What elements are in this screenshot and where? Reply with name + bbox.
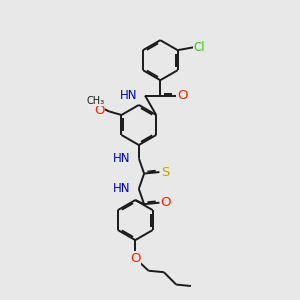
Text: CH₃: CH₃ bbox=[87, 95, 105, 106]
Text: HN: HN bbox=[113, 182, 130, 195]
Text: HN: HN bbox=[113, 152, 130, 165]
Text: O: O bbox=[161, 196, 171, 209]
Text: HN: HN bbox=[120, 89, 138, 102]
Text: O: O bbox=[130, 252, 140, 265]
Text: S: S bbox=[161, 166, 170, 178]
Text: O: O bbox=[94, 104, 104, 117]
Text: O: O bbox=[177, 89, 187, 102]
Text: Cl: Cl bbox=[193, 41, 205, 54]
Text: methoxy: methoxy bbox=[90, 103, 96, 104]
